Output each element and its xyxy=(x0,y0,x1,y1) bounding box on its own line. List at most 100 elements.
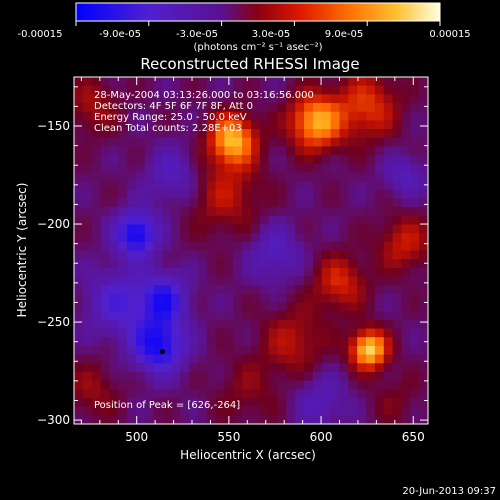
heatmap-cell xyxy=(419,77,429,87)
heatmap-cell xyxy=(109,371,119,382)
heatmap-cell xyxy=(127,363,137,373)
heatmap-cell xyxy=(348,233,358,243)
heatmap-cell xyxy=(100,94,110,104)
peak-position-label: Position of Peak = [626,-264] xyxy=(94,400,240,411)
heatmap-cell xyxy=(401,111,411,121)
heatmap-cell xyxy=(74,345,84,356)
heatmap-cell xyxy=(180,319,190,329)
heatmap-cell xyxy=(224,337,234,347)
heatmap-cell xyxy=(357,215,367,225)
heatmap-cell xyxy=(419,267,429,277)
heatmap-cell xyxy=(330,371,340,382)
heatmap-cell xyxy=(171,293,181,303)
heatmap-cell xyxy=(162,172,172,182)
heatmap-cell xyxy=(419,207,429,217)
heatmap-cell xyxy=(366,276,376,286)
heatmap-cell xyxy=(233,302,243,312)
heatmap-cell xyxy=(295,77,305,87)
heatmap-cell xyxy=(401,259,411,269)
heatmap-cell xyxy=(251,389,261,399)
heatmap-cell xyxy=(251,198,261,208)
heatmap-cell xyxy=(251,103,261,113)
heatmap-cell xyxy=(74,363,84,373)
heatmap-cell xyxy=(286,389,296,399)
heatmap-cell xyxy=(259,77,270,87)
x-tick-label: 650 xyxy=(402,430,425,444)
heatmap-cell xyxy=(135,328,146,338)
heatmap-cell xyxy=(109,189,119,199)
heatmap-cell xyxy=(268,215,278,225)
heatmap-cell xyxy=(215,328,225,338)
heatmap-cell xyxy=(135,415,146,425)
heatmap-image xyxy=(74,77,429,425)
heatmap-cell xyxy=(224,250,234,260)
heatmap-cell xyxy=(127,259,137,269)
heatmap-cell xyxy=(171,189,181,199)
heatmap-cell xyxy=(74,319,84,329)
heatmap-cell xyxy=(268,389,278,399)
heatmap-cell xyxy=(197,207,208,217)
heatmap-cell xyxy=(419,380,429,390)
heatmap-cell xyxy=(312,389,323,399)
heatmap-cell xyxy=(109,241,119,251)
heatmap-cell xyxy=(277,155,287,165)
heatmap-cell xyxy=(233,137,243,147)
heatmap-cell xyxy=(127,241,137,251)
heatmap-cell xyxy=(215,267,225,277)
heatmap-cell xyxy=(233,233,243,243)
heatmap-cell xyxy=(135,267,146,277)
heatmap-cell xyxy=(312,155,323,165)
heatmap-cell xyxy=(268,77,278,87)
heatmap-cell xyxy=(233,103,243,113)
heatmap-cell xyxy=(348,337,358,347)
heatmap-cell xyxy=(419,345,429,356)
heatmap-cell xyxy=(74,233,84,243)
heatmap-cell xyxy=(366,94,376,104)
heatmap-cell xyxy=(180,397,190,408)
heatmap-cell xyxy=(180,328,190,338)
heatmap-cell xyxy=(189,363,199,373)
heatmap-cell xyxy=(118,363,128,373)
heatmap-cell xyxy=(321,207,332,217)
heatmap-cell xyxy=(348,181,358,191)
heatmap-cell xyxy=(339,198,349,208)
heatmap-cell xyxy=(392,189,402,199)
heatmap-cell xyxy=(118,111,128,121)
heatmap-cell xyxy=(197,85,208,95)
heatmap-cell xyxy=(330,337,340,347)
y-tick-label: −150 xyxy=(37,119,70,133)
heatmap-cell xyxy=(118,155,128,165)
heatmap-cell xyxy=(304,354,314,364)
heatmap-cell xyxy=(82,155,93,165)
heatmap-cell xyxy=(189,85,199,95)
heatmap-cell xyxy=(206,103,216,113)
heatmap-cell xyxy=(135,259,146,269)
heatmap-cell xyxy=(189,146,199,156)
heatmap-cell xyxy=(180,198,190,208)
heatmap-cell xyxy=(109,146,119,156)
heatmap-cell xyxy=(392,389,402,399)
heatmap-cell xyxy=(410,172,420,182)
heatmap-cell xyxy=(197,224,208,234)
heatmap-cell xyxy=(321,397,332,408)
heatmap-cell xyxy=(339,111,349,121)
heatmap-cell xyxy=(189,189,199,199)
heatmap-cell xyxy=(118,215,128,225)
heatmap-cell xyxy=(277,120,287,130)
heatmap-cell xyxy=(197,259,208,269)
heatmap-cell xyxy=(366,267,376,277)
heatmap-cell xyxy=(330,319,340,329)
heatmap-cell xyxy=(233,397,243,408)
heatmap-cell xyxy=(330,380,340,390)
heatmap-cell xyxy=(171,207,181,217)
heatmap-cell xyxy=(171,345,181,356)
heatmap-cell xyxy=(374,267,385,277)
heatmap-cell xyxy=(277,250,287,260)
heatmap-cell xyxy=(321,354,332,364)
heatmap-cell xyxy=(162,129,172,139)
heatmap-cell xyxy=(233,311,243,321)
heatmap-cell xyxy=(357,415,367,425)
heatmap-cell xyxy=(312,137,323,147)
heatmap-cell xyxy=(162,85,172,95)
heatmap-cell xyxy=(162,111,172,121)
